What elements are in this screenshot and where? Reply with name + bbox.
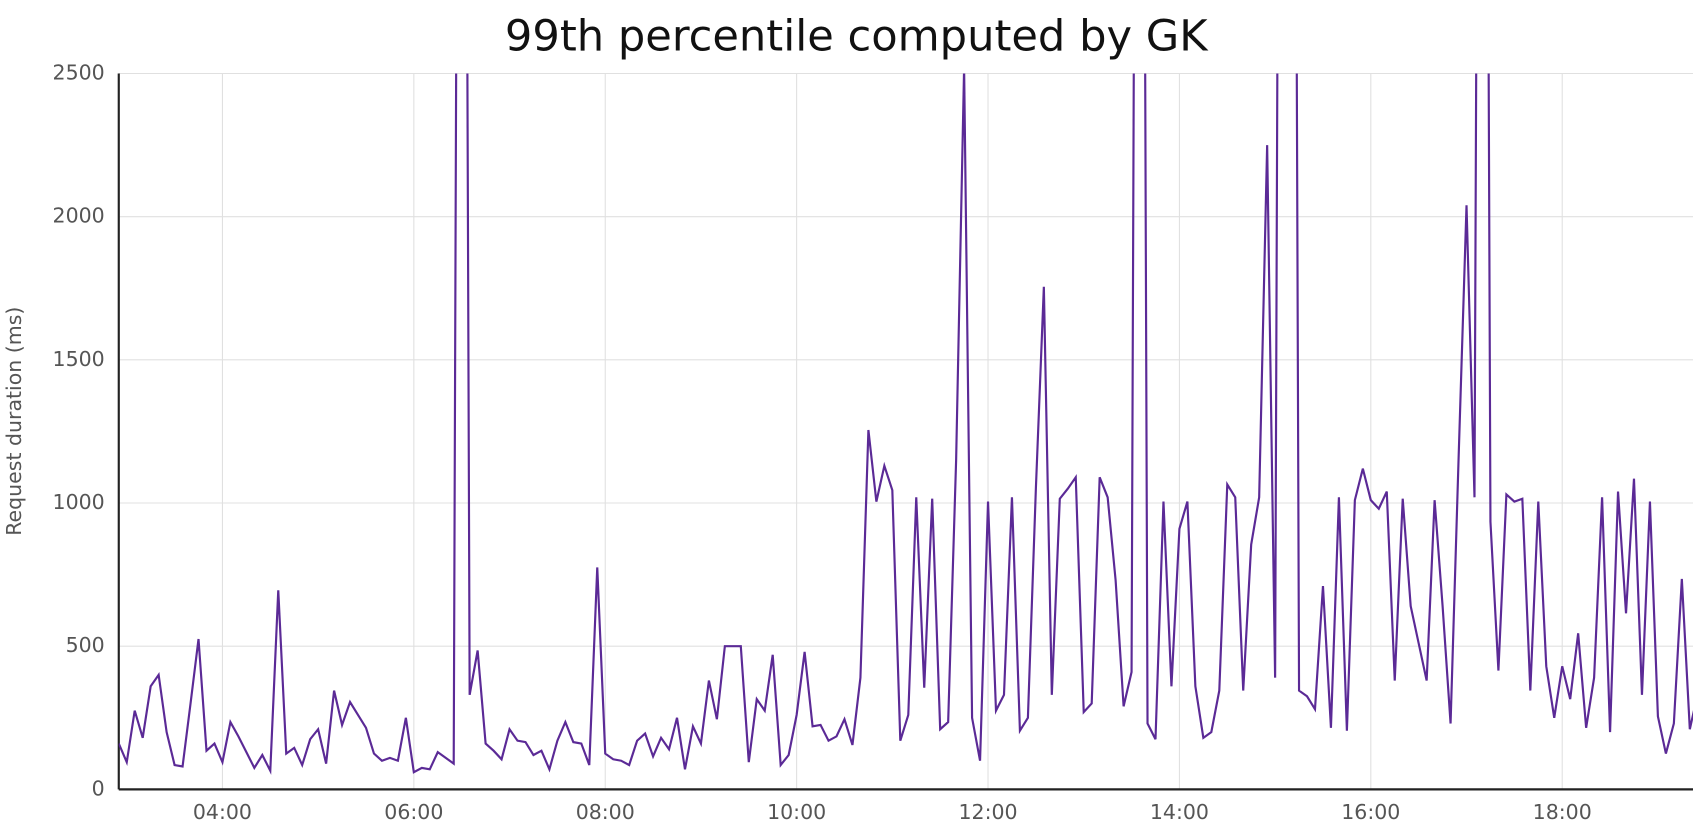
y-tick-label: 500 bbox=[66, 633, 105, 657]
y-tick-label: 1500 bbox=[53, 347, 105, 371]
x-tick-label: 18:00 bbox=[1533, 800, 1592, 824]
y-tick-label: 1000 bbox=[53, 490, 105, 514]
y-tick-label: 0 bbox=[92, 776, 105, 800]
x-tick-label: 08:00 bbox=[576, 800, 635, 824]
chart-title: 99th percentile computed by GK bbox=[505, 11, 1209, 61]
x-tick-label: 12:00 bbox=[958, 800, 1017, 824]
y-tick-label: 2500 bbox=[53, 61, 105, 85]
x-tick-label: 06:00 bbox=[384, 800, 443, 824]
y-axis-label: Request duration (ms) bbox=[2, 307, 26, 536]
x-tick-label: 04:00 bbox=[193, 800, 252, 824]
data-line bbox=[118, 73, 1693, 775]
x-tick-label: 16:00 bbox=[1341, 800, 1400, 824]
x-tick-label: 14:00 bbox=[1150, 800, 1209, 824]
y-tick-label: 2000 bbox=[53, 204, 105, 228]
x-tick-label: 10:00 bbox=[767, 800, 826, 824]
